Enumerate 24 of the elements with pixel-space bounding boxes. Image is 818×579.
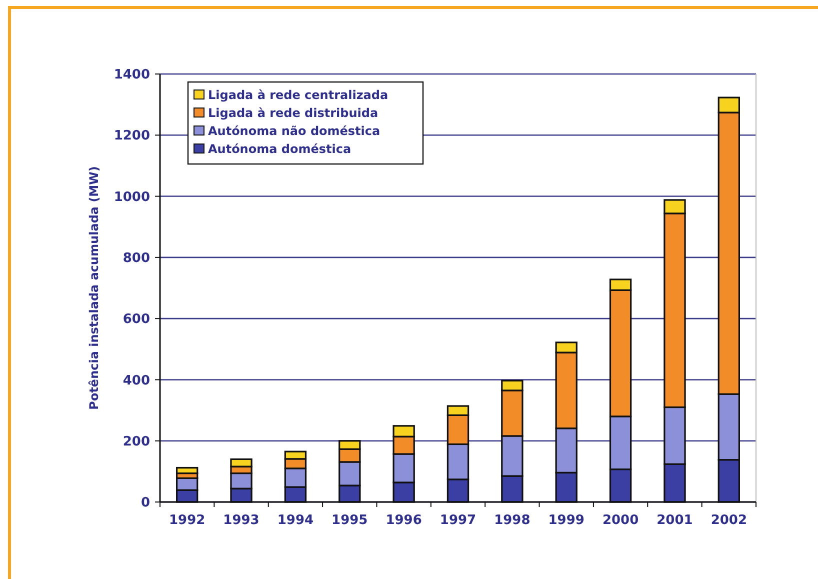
x-tick-label: 2001 [656,513,693,528]
x-tick-label: 1994 [277,513,314,528]
x-tick-label: 1992 [168,513,206,528]
legend-label: Autónoma não doméstica [208,124,380,138]
x-tick-label: 2002 [710,513,748,528]
x-tick-label: 2000 [602,513,639,528]
y-tick-label: 800 [122,250,150,266]
x-tick-label: 1995 [332,513,368,528]
x-tick-label: 1998 [494,513,530,528]
legend-label: Ligada à rede centralizada [208,88,388,102]
x-tick-label: 1997 [440,513,476,528]
x-tick-label: 1996 [386,513,422,528]
y-tick-label: 0 [140,496,150,511]
legend-label: Autónoma doméstica [208,142,352,156]
y-tick-label: 1400 [114,68,150,83]
legend-label: Ligada à rede distribuida [208,106,378,120]
y-axis-title: Potência instalada acumulada (MW) [87,166,101,410]
y-tick-label: 600 [122,312,150,328]
x-tick-label: 1999 [548,513,584,528]
y-tick-label: 400 [122,373,150,388]
y-tick-label: 1200 [114,128,150,144]
x-tick-label: 1993 [223,513,260,528]
y-tick-label: 200 [122,434,150,450]
y-tick-label: 1000 [114,190,150,205]
